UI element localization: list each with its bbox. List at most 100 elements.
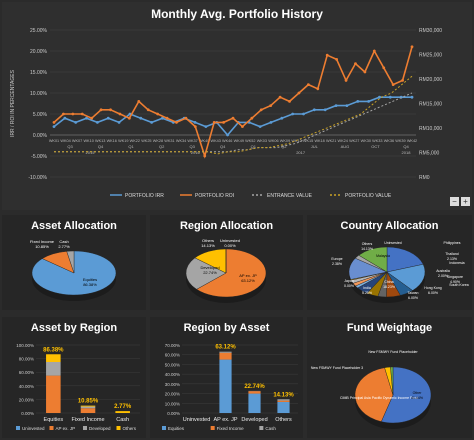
bar-data-label: 22.74% (244, 384, 265, 390)
bar-segment-others (46, 354, 61, 362)
data-point (269, 104, 273, 107)
pie-data-label: 0.00% (224, 243, 236, 248)
week-label: WK19 (118, 139, 128, 143)
week-label: WK36 (384, 139, 394, 143)
data-point (288, 100, 291, 103)
quarter-label: OCT (371, 144, 380, 149)
pie-data-label: Developed (200, 265, 219, 270)
bar-data-label: 2.77% (114, 404, 132, 410)
week-label: WK12 (291, 139, 301, 143)
data-point (354, 62, 357, 65)
pie-data-label: New FSMWY Fund Placeholder (368, 350, 418, 354)
data-point (184, 116, 188, 120)
country-allocation-title: Country Allocation (340, 220, 439, 232)
y-tick-label: 50.00% (165, 362, 180, 367)
pie-data-label: CIMB Principal Asia Pacific Dynamic Inco… (340, 396, 418, 400)
data-point (372, 49, 376, 53)
y-tick-label: 10.00% (165, 401, 180, 406)
week-label: WK22 (130, 139, 140, 143)
data-point (95, 121, 99, 124)
year-label: 2017 (296, 150, 306, 155)
data-point (175, 121, 178, 124)
y-tick-label: 80.00% (19, 357, 34, 362)
week-label: WK34 (176, 139, 186, 143)
pie-data-label: Philippines (444, 241, 461, 245)
data-point (258, 125, 262, 128)
pie-data-label: 10.85% (35, 244, 49, 249)
pie-slice-cash (66, 250, 75, 274)
data-point (382, 66, 386, 70)
asset-allocation-title: Asset Allocation (31, 220, 117, 232)
legend-swatch (210, 426, 215, 430)
asset-by-region-chart: 100.00% 80.00% 60.00% 40.00% 20.00% 0.00% 86.3… (16, 343, 140, 431)
bar-segment-equities (219, 359, 232, 413)
y-tick-label: 0.00% (33, 133, 48, 139)
category-label: Cash (116, 417, 129, 423)
region-allocation-panel: Region Allocation AP ex. JP 63.12% Develop… (150, 215, 303, 310)
quarter-label: Q2 (159, 144, 165, 149)
week-label: WK21 (326, 139, 336, 143)
quarter-label: AUG (341, 144, 350, 149)
zoom-out-button[interactable]: − (450, 197, 459, 206)
bar-segment-equities (277, 401, 290, 413)
data-point (146, 108, 150, 112)
bar-segment-ap-ex-jp (46, 375, 61, 413)
year-label: 2018 (402, 150, 412, 155)
quarter-label: JUL (311, 144, 319, 149)
y-tick-label: 20.00% (19, 397, 34, 402)
legend-label: Equities (168, 426, 185, 431)
category-label: AP ex. JP (213, 417, 237, 423)
y-tick-label: 40.00% (165, 372, 180, 377)
data-point (204, 125, 208, 128)
pie-data-label: Singapore (447, 275, 463, 279)
week-label: WK24 (338, 139, 348, 143)
zoom-in-button[interactable]: + (461, 197, 470, 206)
data-point (212, 121, 216, 124)
data-point (71, 112, 75, 116)
pie-data-label: 86.38% (83, 282, 97, 287)
pie-data-label: Others (362, 242, 373, 246)
data-point (193, 121, 197, 124)
bar-data-label: 10.85% (78, 399, 99, 405)
week-label: WK42 (407, 139, 417, 143)
data-point (367, 100, 371, 103)
y2-tick-label: RM25,000 (419, 53, 442, 59)
data-point (250, 116, 254, 120)
pie-data-label: 2.77% (58, 244, 70, 249)
pie-data-label: 14.13% (361, 247, 373, 251)
pie-slice-other (354, 367, 394, 422)
data-point (401, 79, 404, 82)
legend-label: Uninvested (22, 426, 45, 431)
y2-tick-label: RM10,000 (419, 126, 442, 132)
pie-data-label: South Korea (449, 283, 469, 287)
category-label: Fixed Income (71, 417, 104, 423)
fund-weightage-title: Fund Weightage (346, 322, 433, 334)
week-label: WK10 (83, 139, 93, 143)
legend-swatch (83, 426, 87, 430)
bar-segment-developed (46, 362, 61, 376)
y-tick-label: 30.00% (165, 382, 180, 387)
pie-data-label: Equities (83, 277, 97, 282)
legend-swatch (162, 426, 166, 430)
week-label: WK01 (49, 139, 59, 143)
data-point (278, 95, 282, 99)
pie-data-label: Japan (344, 279, 354, 283)
week-label: WK18 (314, 139, 324, 143)
data-point (52, 121, 56, 124)
data-point (345, 104, 349, 107)
pie-data-label: 4.90% (450, 280, 460, 284)
portfolio-history-panel: Monthly Avg. Portfolio History 25.00% 20.… (2, 2, 472, 210)
category-label: Others (275, 417, 292, 423)
week-label: WK13 (95, 139, 105, 143)
data-point (231, 116, 235, 120)
pie-data-label: 14.13% (201, 243, 215, 248)
data-point (259, 108, 263, 112)
y-tick-label: -5.00% (31, 154, 47, 160)
pie-data-label: India (363, 286, 371, 290)
pie-data-label: Malaysia (376, 254, 390, 258)
category-label: Equities (44, 417, 64, 423)
bar-data-label: 86.38% (43, 347, 64, 353)
legend-swatch (16, 426, 20, 430)
legend-label: PORTFOLIO VALUE (345, 193, 392, 199)
